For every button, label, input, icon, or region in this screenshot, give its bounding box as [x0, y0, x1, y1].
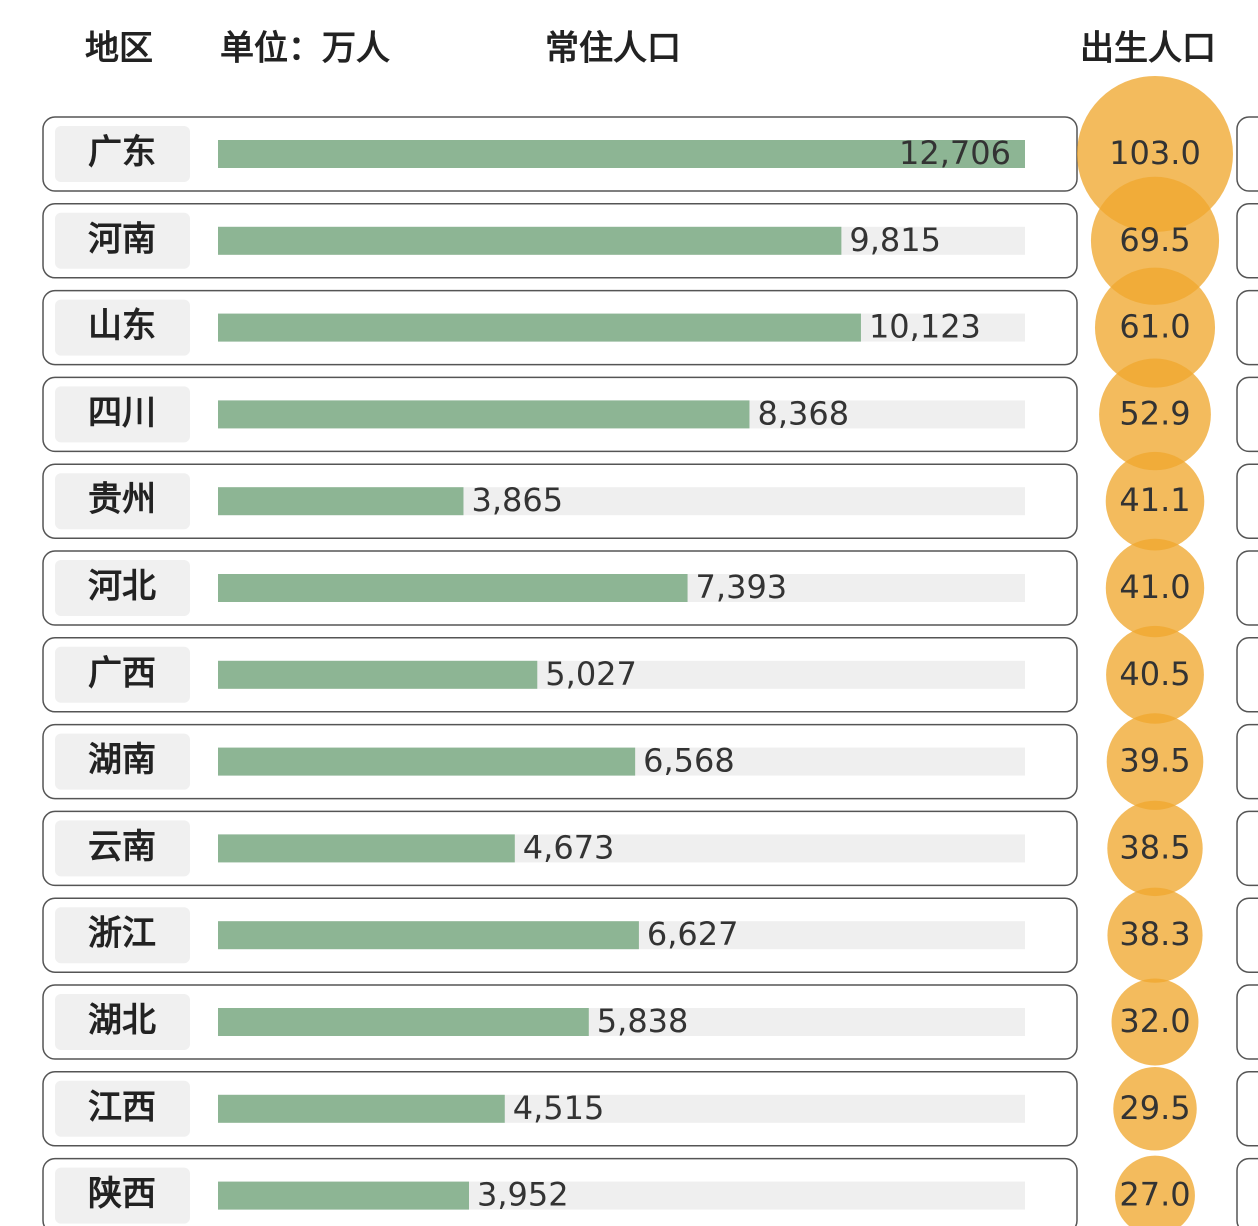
row-side: [1236, 810, 1258, 887]
category-label: 陕西: [88, 1174, 156, 1214]
category-label: 湖南: [88, 740, 156, 780]
bar-value-label: 7,393: [696, 568, 788, 606]
bar-value-label: 5,838: [597, 1002, 689, 1040]
row-side: [1236, 463, 1258, 539]
bar-value-label: 8,368: [757, 394, 849, 432]
bar: [218, 921, 639, 950]
birth-bubble: [1107, 800, 1203, 897]
bar: [218, 1181, 470, 1210]
bar: [218, 313, 861, 342]
bar: [218, 1008, 589, 1036]
row-side: [1236, 550, 1258, 626]
birth-bubble: [1106, 713, 1204, 810]
bar: [218, 660, 538, 689]
category-label: 河南: [88, 219, 156, 259]
label-box: [55, 126, 190, 182]
category-label: 广西: [88, 653, 156, 693]
row-side: [1236, 637, 1258, 713]
label-box: [55, 560, 190, 616]
row-side: [1236, 1157, 1258, 1226]
category-label: 浙江: [88, 914, 156, 954]
bar: [218, 747, 636, 776]
birth-bubble: [1111, 978, 1199, 1066]
birth-bubble: [1107, 887, 1203, 983]
birth-bubble: [1090, 176, 1220, 305]
bar-value-label: 6,568: [643, 742, 735, 780]
bar-value-label: 4,515: [513, 1089, 605, 1127]
label-box: [55, 212, 190, 269]
birth-value-label: 41.1: [1119, 481, 1190, 519]
birth-value-label: 38.3: [1119, 915, 1190, 953]
label-box: [55, 907, 190, 964]
category-label: 江西: [88, 1087, 156, 1127]
row-side: [1236, 203, 1258, 279]
birth-bubble: [1113, 1067, 1197, 1151]
category-label: 云南: [88, 827, 156, 867]
label-box: [55, 733, 190, 790]
birth-value-label: 61.0: [1119, 308, 1190, 346]
birth-value-label: 27.0: [1119, 1176, 1190, 1214]
birth-bubble: [1105, 538, 1205, 638]
row-side: [1236, 723, 1258, 800]
birth-value-label: 40.5: [1119, 655, 1190, 693]
category-label: 湖北: [88, 1001, 156, 1041]
header-region: 地区: [85, 29, 153, 69]
bar-value-label: 3,865: [471, 481, 563, 519]
category-label: 贵州: [88, 480, 156, 520]
birth-value-label: 39.5: [1119, 742, 1190, 780]
bar-value-label: 5,027: [545, 655, 637, 693]
birth-value-label: 103.0: [1109, 134, 1201, 172]
row-side: [1236, 1071, 1258, 1147]
category-label: 河北: [88, 567, 156, 607]
bar-value-label: 9,815: [849, 221, 941, 259]
bar: [218, 487, 464, 516]
header-births: 出生人口: [1080, 29, 1216, 69]
bar-value-label: 3,952: [477, 1176, 569, 1214]
category-label: 山东: [88, 306, 156, 346]
label-box: [55, 646, 190, 703]
bar: [218, 400, 750, 429]
birth-bubble: [1094, 267, 1216, 388]
bar: [218, 226, 842, 255]
bar-value-label: 10,123: [869, 308, 981, 346]
birth-value-label: 69.5: [1119, 221, 1190, 259]
bar: [218, 1094, 505, 1123]
label-box: [55, 820, 190, 877]
birth-bubble: [1115, 1155, 1195, 1226]
bar: [218, 140, 1025, 168]
birth-value-label: 29.5: [1119, 1089, 1190, 1127]
bar: [218, 834, 515, 863]
bar-value-label: 12,706: [899, 134, 1011, 172]
bubbles: 103.0 69.5 61.0 52.9 41.1 41.0 40.5 39.5 38.5 38.…: [1077, 76, 1233, 1226]
header-population: 常住人口: [545, 29, 681, 69]
label-box: [55, 994, 190, 1050]
birth-bubble: [1106, 625, 1204, 724]
row-side: [1236, 897, 1258, 973]
bar-value-label: 4,673: [523, 828, 615, 866]
birth-value-label: 38.5: [1119, 828, 1190, 866]
label-box: [55, 473, 190, 530]
category-label: 广东: [88, 133, 156, 173]
header-unit: 单位：万人: [220, 29, 390, 69]
label-box: [55, 1167, 190, 1224]
label-box: [55, 1080, 190, 1137]
birth-value-label: 52.9: [1119, 394, 1190, 432]
row-side: [1236, 289, 1258, 366]
birth-value-label: 32.0: [1119, 1002, 1190, 1040]
row-side: [1236, 116, 1258, 192]
birth-bubble: [1105, 451, 1205, 551]
row-side: [1236, 376, 1258, 453]
label-box: [55, 299, 190, 356]
birth-value-label: 41.0: [1119, 568, 1190, 606]
category-label: 四川: [88, 393, 156, 433]
label-box: [55, 386, 190, 443]
rows: 广东 12,706 河南 9,815 山东 10,123 四川 8,368 贵州 3,865 河北 7…: [42, 116, 1258, 1226]
bar-value-label: 6,627: [647, 915, 739, 953]
row-side: [1236, 984, 1258, 1060]
birth-bubble: [1099, 358, 1211, 471]
bar: [218, 574, 688, 602]
